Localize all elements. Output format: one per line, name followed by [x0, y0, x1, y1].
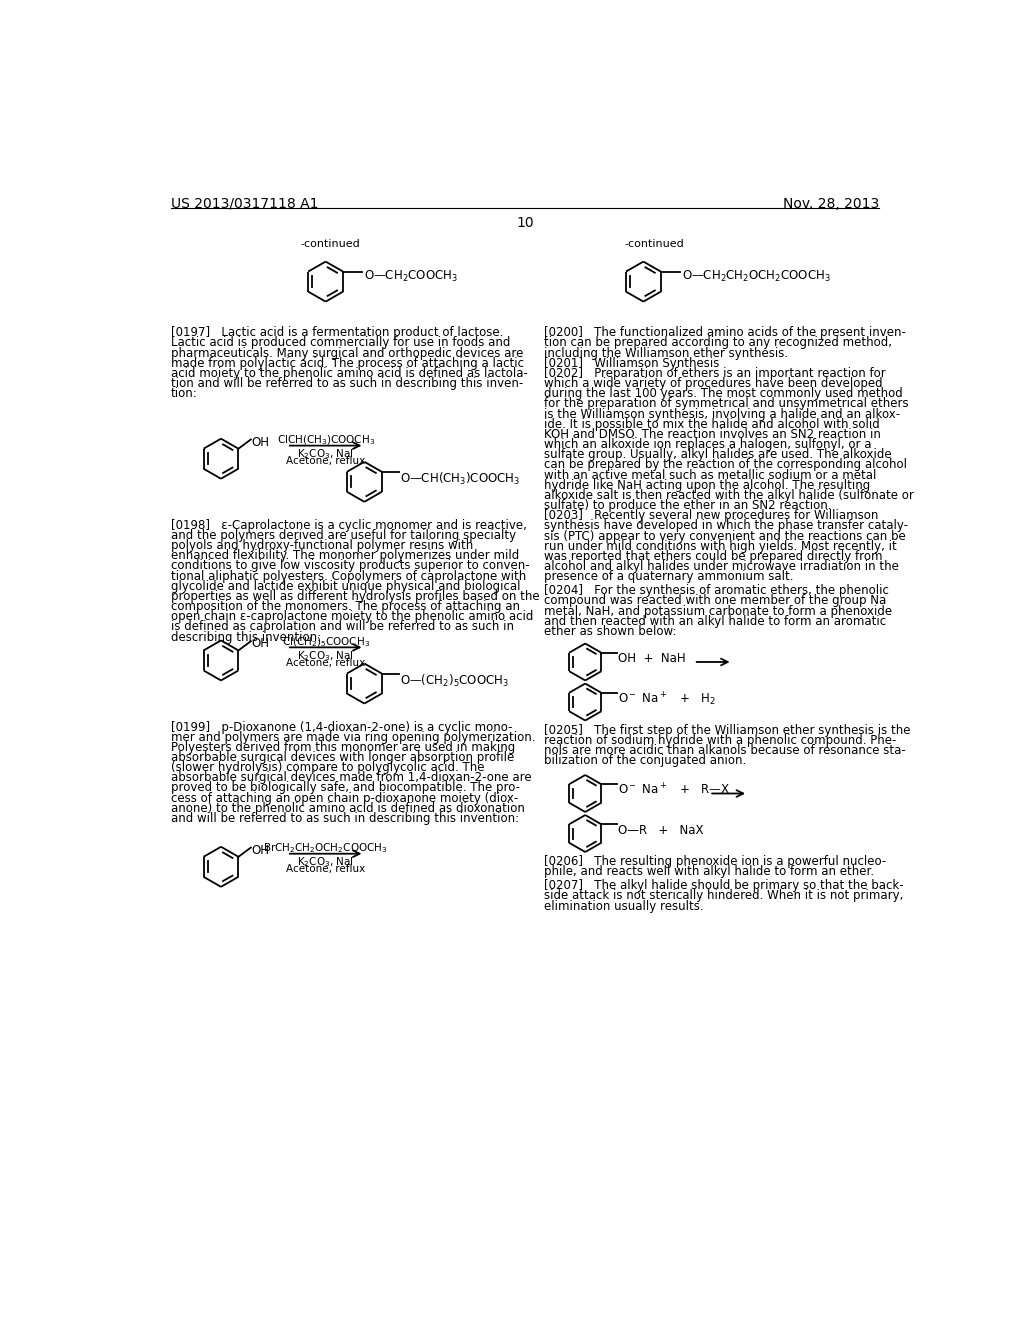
Text: Cl(CH$_2$)$_5$COOCH$_3$: Cl(CH$_2$)$_5$COOCH$_3$ [282, 635, 370, 648]
Text: ClCH(CH$_3$)COOCH$_3$: ClCH(CH$_3$)COOCH$_3$ [276, 433, 375, 447]
Text: Acetone, reflux: Acetone, reflux [286, 865, 366, 874]
Text: phile, and reacts well with alkyl halide to form an ether.: phile, and reacts well with alkyl halide… [544, 866, 874, 878]
Text: O$^-$ Na$^+$   +   R—X: O$^-$ Na$^+$ + R—X [618, 783, 730, 799]
Text: conditions to give low viscosity products superior to conven-: conditions to give low viscosity product… [171, 560, 529, 573]
Text: Acetone, reflux: Acetone, reflux [286, 457, 366, 466]
Text: open chain ε-caprolactone moiety to the phenolic amino acid: open chain ε-caprolactone moiety to the … [171, 610, 534, 623]
Text: O—(CH$_2$)$_5$COOCH$_3$: O—(CH$_2$)$_5$COOCH$_3$ [400, 672, 509, 689]
Text: OH: OH [252, 436, 269, 449]
Text: OH: OH [252, 843, 269, 857]
Text: -continued: -continued [300, 239, 359, 249]
Text: which a wide variety of procedures have been developed: which a wide variety of procedures have … [544, 378, 883, 391]
Text: ide. It is possible to mix the halide and alcohol with solid: ide. It is possible to mix the halide an… [544, 417, 880, 430]
Text: is the Williamson synthesis, involving a halide and an alkox-: is the Williamson synthesis, involving a… [544, 408, 900, 421]
Text: sis (PTC) appear to very convenient and the reactions can be: sis (PTC) appear to very convenient and … [544, 529, 906, 543]
Text: metal, NaH, and potassium carbonate to form a phenoxide: metal, NaH, and potassium carbonate to f… [544, 605, 892, 618]
Text: was reported that ethers could be prepared directly from: was reported that ethers could be prepar… [544, 550, 883, 562]
Text: O—CH$_2$CH$_2$OCH$_2$COOCH$_3$: O—CH$_2$CH$_2$OCH$_2$COOCH$_3$ [682, 268, 830, 284]
Text: hydride like NaH acting upon the alcohol. The resulting: hydride like NaH acting upon the alcohol… [544, 479, 870, 492]
Text: O—R   +   NaX: O—R + NaX [618, 824, 703, 837]
Text: (slower hydrolysis) compare to polyglycolic acid. The: (slower hydrolysis) compare to polyglyco… [171, 762, 484, 774]
Text: bilization of the conjugated anion.: bilization of the conjugated anion. [544, 754, 746, 767]
Text: reaction of sodium hydride with a phenolic compound. Phe-: reaction of sodium hydride with a phenol… [544, 734, 897, 747]
Text: nols are more acidic than alkanols because of resonance sta-: nols are more acidic than alkanols becau… [544, 744, 906, 756]
Text: and then reacted with an alkyl halide to form an aromatic: and then reacted with an alkyl halide to… [544, 615, 887, 628]
Text: made from polylactic acid. The process of attaching a lactic: made from polylactic acid. The process o… [171, 356, 523, 370]
Text: KOH and DMSO. The reaction involves an SN2 reaction in: KOH and DMSO. The reaction involves an S… [544, 428, 881, 441]
Text: for the preparation of symmetrical and unsymmetrical ethers: for the preparation of symmetrical and u… [544, 397, 909, 411]
Text: compound was reacted with one member of the group Na: compound was reacted with one member of … [544, 594, 887, 607]
Text: run under mild conditions with high yields. Most recently, it: run under mild conditions with high yiel… [544, 540, 897, 553]
Text: K$_2$CO$_3$, NaI: K$_2$CO$_3$, NaI [297, 649, 354, 663]
Text: pharmaceuticals. Many surgical and orthopedic devices are: pharmaceuticals. Many surgical and ortho… [171, 347, 523, 359]
Text: [0207]   The alkyl halide should be primary so that the back-: [0207] The alkyl halide should be primar… [544, 879, 904, 892]
Text: describing this invention:: describing this invention: [171, 631, 321, 644]
Text: tion can be prepared according to any recognized method,: tion can be prepared according to any re… [544, 337, 892, 350]
Text: anone) to the phenolic amino acid is defined as dioxonation: anone) to the phenolic amino acid is def… [171, 801, 524, 814]
Text: OH  +  NaH: OH + NaH [618, 652, 686, 665]
Text: and the polymers derived are useful for tailoring specialty: and the polymers derived are useful for … [171, 529, 516, 543]
Text: K$_2$CO$_3$, NaI: K$_2$CO$_3$, NaI [297, 855, 354, 869]
Text: tion:: tion: [171, 387, 198, 400]
Text: properties as well as different hydrolysis profiles based on the: properties as well as different hydrolys… [171, 590, 540, 603]
Text: Lactic acid is produced commercially for use in foods and: Lactic acid is produced commercially for… [171, 337, 510, 350]
Text: composition of the monomers. The process of attaching an: composition of the monomers. The process… [171, 601, 519, 612]
Text: [0199]   p-Dioxanone (1,4-dioxan-2-one) is a cyclic mono-: [0199] p-Dioxanone (1,4-dioxan-2-one) is… [171, 721, 512, 734]
Text: glycolide and lactide exhibit unique physical and biological: glycolide and lactide exhibit unique phy… [171, 579, 520, 593]
Text: Nov. 28, 2013: Nov. 28, 2013 [782, 197, 879, 211]
Text: proved to be biologically safe, and biocompatible. The pro-: proved to be biologically safe, and bioc… [171, 781, 519, 795]
Text: [0198]   ε-Caprolactone is a cyclic monomer and is reactive,: [0198] ε-Caprolactone is a cyclic monome… [171, 519, 526, 532]
Text: 10: 10 [516, 216, 534, 230]
Text: O—CH$_2$COOCH$_3$: O—CH$_2$COOCH$_3$ [364, 268, 458, 284]
Text: with an active metal such as metallic sodium or a metal: with an active metal such as metallic so… [544, 469, 877, 482]
Text: absorbable surgical devices with longer absorption profile: absorbable surgical devices with longer … [171, 751, 514, 764]
Text: [0205]   The first step of the Williamson ether synthesis is the: [0205] The first step of the Williamson … [544, 723, 910, 737]
Text: Polyesters derived from this monomer are used in making: Polyesters derived from this monomer are… [171, 741, 515, 754]
Text: alkoxide salt is then reacted with the alkyl halide (sulfonate or: alkoxide salt is then reacted with the a… [544, 488, 914, 502]
Text: O$^-$ Na$^+$   +   H$_2$: O$^-$ Na$^+$ + H$_2$ [618, 690, 716, 708]
Text: is defined as caprolation and will be referred to as such in: is defined as caprolation and will be re… [171, 620, 514, 634]
Text: BrCH$_2$CH$_2$OCH$_2$COOCH$_3$: BrCH$_2$CH$_2$OCH$_2$COOCH$_3$ [263, 841, 388, 855]
Text: tional aliphatic polyesters. Copolymers of caprolactone with: tional aliphatic polyesters. Copolymers … [171, 570, 526, 582]
Text: [0206]   The resulting phenoxide ion is a powerful nucleo-: [0206] The resulting phenoxide ion is a … [544, 855, 887, 869]
Text: -continued: -continued [624, 239, 684, 249]
Text: elimination usually results.: elimination usually results. [544, 900, 703, 912]
Text: polyols and hydroxy-functional polymer resins with: polyols and hydroxy-functional polymer r… [171, 539, 473, 552]
Text: ether as shown below:: ether as shown below: [544, 624, 677, 638]
Text: [0201]   Williamson Synthesis: [0201] Williamson Synthesis [544, 356, 720, 370]
Text: synthesis have developed in which the phase transfer cataly-: synthesis have developed in which the ph… [544, 519, 908, 532]
Text: can be prepared by the reaction of the corresponding alcohol: can be prepared by the reaction of the c… [544, 458, 907, 471]
Text: side attack is not sterically hindered. When it is not primary,: side attack is not sterically hindered. … [544, 890, 903, 903]
Text: alcohol and alkyl halides under microwave irradiation in the: alcohol and alkyl halides under microwav… [544, 560, 899, 573]
Text: mer and polymers are made via ring opening polymerization.: mer and polymers are made via ring openi… [171, 731, 536, 743]
Text: [0200]   The functionalized amino acids of the present inven-: [0200] The functionalized amino acids of… [544, 326, 906, 339]
Text: during the last 100 years. The most commonly used method: during the last 100 years. The most comm… [544, 387, 903, 400]
Text: [0202]   Preparation of ethers is an important reaction for: [0202] Preparation of ethers is an impor… [544, 367, 886, 380]
Text: which an alkoxide ion replaces a halogen, sulfonyl, or a: which an alkoxide ion replaces a halogen… [544, 438, 871, 451]
Text: OH: OH [252, 638, 269, 651]
Text: K$_2$CO$_3$, NaI: K$_2$CO$_3$, NaI [297, 447, 354, 461]
Text: absorbable surgical devices made from 1,4-dioxan-2-one are: absorbable surgical devices made from 1,… [171, 771, 531, 784]
Text: and will be referred to as such in describing this invention:: and will be referred to as such in descr… [171, 812, 519, 825]
Text: Acetone, reflux: Acetone, reflux [286, 659, 366, 668]
Text: presence of a quaternary ammonium salt.: presence of a quaternary ammonium salt. [544, 570, 794, 583]
Text: [0203]   Recently several new procedures for Williamson: [0203] Recently several new procedures f… [544, 510, 879, 523]
Text: [0204]   For the synthesis of aromatic ethers, the phenolic: [0204] For the synthesis of aromatic eth… [544, 585, 889, 597]
Text: tion and will be referred to as such in describing this inven-: tion and will be referred to as such in … [171, 378, 523, 391]
Text: acid moiety to the phenolic amino acid is defined as lactola-: acid moiety to the phenolic amino acid i… [171, 367, 527, 380]
Text: sulfate) to produce the ether in an SN2 reaction.: sulfate) to produce the ether in an SN2 … [544, 499, 831, 512]
Text: including the Williamson ether synthesis.: including the Williamson ether synthesis… [544, 347, 788, 359]
Text: US 2013/0317118 A1: US 2013/0317118 A1 [171, 197, 318, 211]
Text: cess of attaching an open chain p-dioxanone moiety (diox-: cess of attaching an open chain p-dioxan… [171, 792, 518, 805]
Text: [0197]   Lactic acid is a fermentation product of lactose.: [0197] Lactic acid is a fermentation pro… [171, 326, 503, 339]
Text: enhanced flexibility. The monomer polymerizes under mild: enhanced flexibility. The monomer polyme… [171, 549, 519, 562]
Text: O—CH(CH$_3$)COOCH$_3$: O—CH(CH$_3$)COOCH$_3$ [400, 471, 521, 487]
Text: sulfate group. Usually, alkyl halides are used. The alkoxide: sulfate group. Usually, alkyl halides ar… [544, 449, 892, 461]
